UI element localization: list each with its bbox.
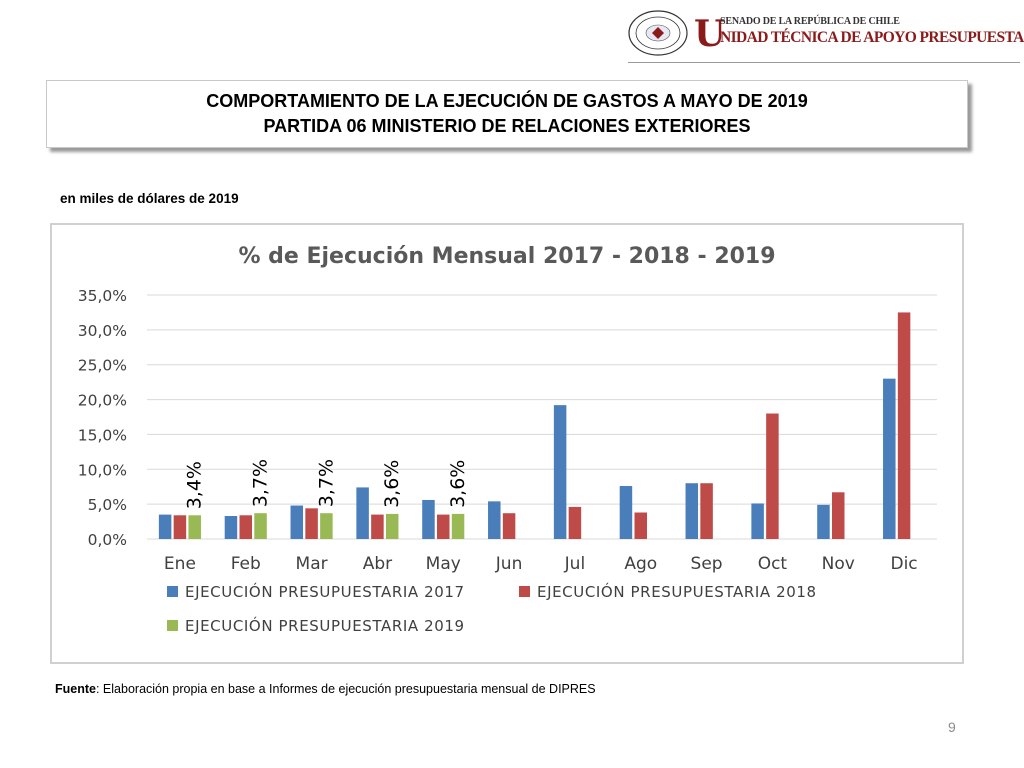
y-tick-label: 0,0% [88, 531, 127, 549]
bar [553, 405, 567, 539]
legend-swatch [519, 586, 530, 597]
data-label: 3,6% [447, 460, 469, 508]
x-tick-label: Dic [890, 554, 917, 574]
header-divider [628, 62, 1020, 63]
bar [619, 486, 633, 539]
data-label: 3,7% [250, 459, 272, 507]
source-note: Fuente: Elaboración propia en base a Inf… [55, 682, 596, 696]
bar [371, 514, 384, 539]
x-tick-label: Jun [495, 554, 523, 574]
bar [766, 413, 779, 539]
bar [290, 505, 304, 539]
source-text: : Elaboración propia en base a Informes … [95, 682, 596, 696]
logo-senado-text: SENADO DE LA REPÚBLICA DE CHILE [720, 16, 900, 27]
bar [568, 506, 582, 539]
slide-title-box: COMPORTAMIENTO DE LA EJECUCIÓN DE GASTOS… [46, 80, 968, 148]
bar [254, 513, 267, 539]
x-tick-label: Mar [296, 554, 328, 574]
bar [239, 515, 252, 539]
x-tick-label: Ene [164, 554, 196, 574]
bar [385, 513, 399, 539]
y-tick-label: 25,0% [78, 357, 127, 375]
legend-label: EJECUCIÓN PRESUPUESTARIA 2019 [185, 616, 465, 635]
bar [173, 515, 187, 539]
legend-label: EJECUCIÓN PRESUPUESTARIA 2017 [185, 582, 465, 601]
chart-title: % de Ejecución Mensual 2017 - 2018 - 201… [238, 244, 775, 269]
page-number: 9 [948, 719, 956, 735]
bar [422, 499, 435, 539]
logo-letter: U [694, 13, 726, 55]
bar [897, 312, 911, 539]
x-tick-label: Oct [758, 554, 788, 574]
data-label: 3,4% [184, 461, 206, 509]
logo-unidad-text: NIDAD TÉCNICA DE APOYO PRESUPUESTARIO [720, 29, 1024, 46]
units-note: en miles de dólares de 2019 [60, 191, 239, 206]
bar [437, 514, 450, 539]
senado-seal-logo [628, 10, 688, 56]
y-tick-label: 20,0% [78, 392, 127, 410]
slide-title-line2: PARTIDA 06 MINISTERIO DE RELACIONES EXTE… [263, 116, 751, 136]
bar [817, 504, 830, 539]
x-tick-label: Feb [231, 554, 261, 574]
bar [751, 503, 764, 539]
bar [320, 513, 333, 539]
bar [188, 515, 201, 539]
bar [158, 514, 172, 539]
y-tick-label: 5,0% [88, 496, 127, 514]
x-tick-label: Sep [691, 554, 723, 574]
execution-bar-chart: % de Ejecución Mensual 2017 - 2018 - 201… [78, 244, 937, 635]
x-tick-label: May [426, 554, 461, 574]
chart-frame: % de Ejecución Mensual 2017 - 2018 - 201… [50, 223, 964, 664]
bar [451, 513, 465, 539]
bar [502, 513, 516, 539]
x-tick-label: Ago [624, 554, 657, 574]
source-label: Fuente [55, 682, 96, 696]
legend-swatch [167, 620, 178, 631]
x-tick-label: Abr [363, 554, 392, 574]
legend-swatch [167, 586, 178, 597]
bar [700, 483, 713, 539]
slide-title-line1: COMPORTAMIENTO DE LA EJECUCIÓN DE GASTOS… [206, 91, 808, 111]
legend-label: EJECUCIÓN PRESUPUESTARIA 2018 [537, 582, 817, 601]
bar [685, 483, 699, 539]
bar [832, 492, 845, 539]
utap-logo: U SENADO DE LA REPÚBLICA DE CHILE NIDAD … [694, 12, 1024, 55]
bar [634, 512, 647, 539]
bar [224, 515, 238, 539]
bar [883, 378, 896, 539]
data-label: 3,7% [315, 459, 337, 507]
y-tick-label: 10,0% [78, 461, 127, 479]
y-tick-label: 35,0% [78, 287, 127, 305]
data-label: 3,6% [381, 460, 403, 508]
y-tick-label: 15,0% [78, 426, 127, 444]
x-tick-label: Nov [822, 554, 855, 574]
x-tick-label: Jul [564, 554, 586, 574]
bar [356, 487, 369, 539]
y-tick-label: 30,0% [78, 322, 127, 340]
bar [488, 501, 501, 539]
bar [305, 508, 318, 539]
